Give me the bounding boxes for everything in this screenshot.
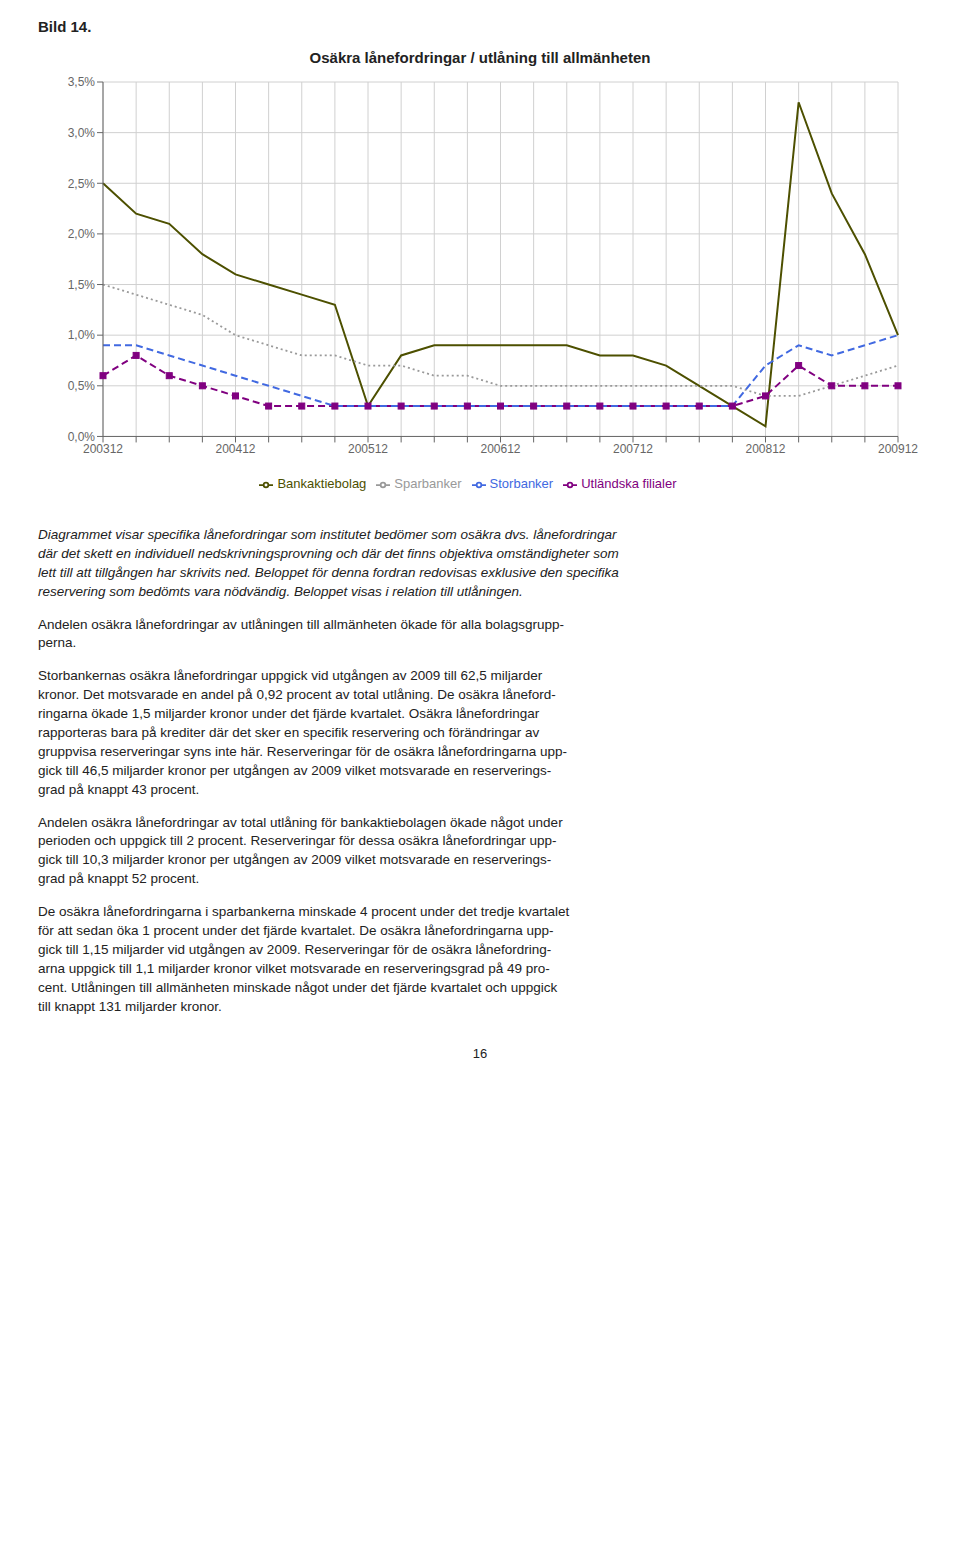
svg-text:200812: 200812 bbox=[745, 442, 785, 456]
html-text:Bild 14.: Bild 14. bbox=[38, 18, 92, 35]
svg-text:1,0%: 1,0% bbox=[68, 328, 96, 342]
svg-text:200412: 200412 bbox=[215, 442, 255, 456]
html-text:Storbanker: Storbanker bbox=[489, 476, 554, 492]
html-text:Andelen osäkra lånefordringar: Andelen osäkra lånefordringar av utlånin… bbox=[38, 616, 565, 651]
svg-text:200712: 200712 bbox=[613, 442, 653, 456]
html-text:Osäkra lånefordringar / utlåni: Osäkra lånefordringar / utlåning till al… bbox=[309, 49, 651, 66]
svg-text:3,5%: 3,5% bbox=[68, 75, 96, 89]
svg-text:2,5%: 2,5% bbox=[68, 177, 96, 191]
html-text:16: 16 bbox=[472, 1046, 488, 1062]
html-text:Andelen osäkra lånefordringar: Andelen osäkra lånefordringar av total u… bbox=[38, 814, 563, 887]
html-text:Diagrammet visar specifika lån: Diagrammet visar specifika lånefordringa… bbox=[38, 527, 619, 599]
html-text:Sparbanker: Sparbanker bbox=[394, 476, 462, 492]
html-text:Utländska filialer: Utländska filialer bbox=[581, 476, 677, 492]
svg-text:200612: 200612 bbox=[480, 442, 520, 456]
html-text:Bankaktiebolag: Bankaktiebolag bbox=[277, 476, 367, 492]
svg-text:200512: 200512 bbox=[348, 442, 388, 456]
html-text:De osäkra lånefordringarna i s: De osäkra lånefordringarna i sparbankern… bbox=[38, 904, 570, 1014]
svg-text:2,0%: 2,0% bbox=[68, 227, 96, 241]
svg-text:0,5%: 0,5% bbox=[68, 379, 96, 393]
svg-text:3,0%: 3,0% bbox=[68, 126, 96, 140]
svg-text:200312: 200312 bbox=[83, 442, 123, 456]
svg-text:200912: 200912 bbox=[878, 442, 918, 456]
html-text:Storbankernas osäkra lånefordr: Storbankernas osäkra lånefordringar uppg… bbox=[38, 668, 567, 797]
svg-text:1,5%: 1,5% bbox=[68, 278, 96, 292]
svg-text:0,0%: 0,0% bbox=[68, 430, 96, 444]
